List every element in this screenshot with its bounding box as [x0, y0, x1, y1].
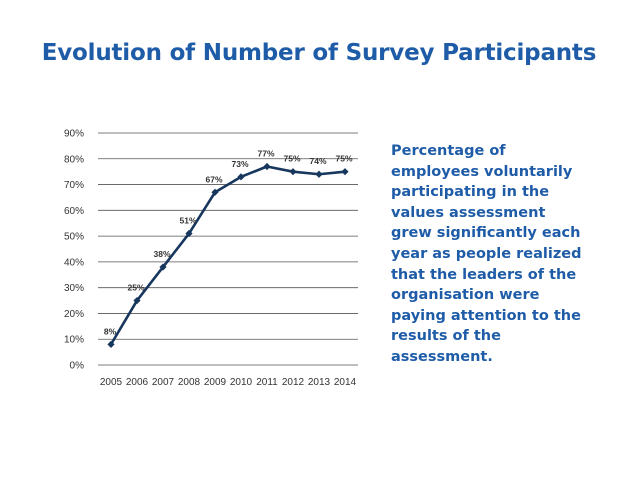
- data-labels: 8% 25% 38% 51% 67% 73% 77% 75% 74% 75%: [104, 149, 353, 337]
- data-label-2006: 25%: [127, 283, 144, 293]
- data-label-2012: 75%: [283, 154, 300, 164]
- data-point-2011: [263, 162, 271, 171]
- data-point-2007: [159, 263, 167, 271]
- x-tick-label: 2012: [282, 377, 305, 388]
- data-label-2010: 73%: [231, 159, 248, 169]
- x-axis-ticks: 2005 2006 2007 2008 2009 2010 2011 2012 2013 2014: [100, 377, 357, 388]
- y-axis-ticks: 0% 10% 20% 30% 40% 50% 60% 70% 80% 90%: [64, 129, 84, 372]
- x-tick-label: 2011: [256, 377, 278, 388]
- x-tick-label: 2008: [178, 377, 201, 388]
- data-point-2010: [237, 173, 245, 181]
- y-tick-label: 30%: [64, 283, 84, 294]
- data-point-2012: [289, 168, 297, 176]
- data-label-2005: 8%: [104, 326, 117, 336]
- y-tick-label: 80%: [64, 154, 84, 165]
- data-label-2014: 75%: [335, 154, 352, 164]
- data-point-2005: [107, 340, 115, 348]
- grid-lines: [98, 132, 358, 366]
- y-tick-label: 60%: [64, 206, 84, 217]
- data-label-2013: 74%: [309, 156, 326, 166]
- data-point-2008: [185, 229, 193, 238]
- y-tick-label: 40%: [64, 257, 84, 268]
- data-label-2011: 77%: [257, 149, 274, 159]
- y-tick-label: 50%: [64, 232, 84, 243]
- data-label-2009: 67%: [205, 174, 222, 184]
- data-point-2014: [341, 168, 349, 176]
- series-line-participation: [109, 165, 346, 346]
- x-tick-label: 2006: [126, 377, 149, 388]
- y-tick-label: 0%: [70, 361, 85, 372]
- x-tick-label: 2009: [204, 377, 227, 388]
- x-tick-label: 2014: [334, 377, 357, 388]
- data-label-2008: 51%: [179, 216, 196, 226]
- data-point-2009: [211, 188, 219, 196]
- data-label-2007: 38%: [153, 249, 170, 259]
- x-tick-label: 2007: [152, 377, 175, 388]
- page-title: Evolution of Number of Survey Participan…: [41, 40, 597, 66]
- y-tick-label: 70%: [64, 180, 84, 191]
- y-tick-label: 90%: [64, 129, 84, 140]
- series-markers: [107, 162, 349, 348]
- series-line: [109, 165, 346, 346]
- x-tick-label: 2010: [230, 377, 253, 388]
- y-tick-label: 20%: [64, 309, 84, 320]
- data-point-2006: [133, 296, 141, 305]
- x-tick-label: 2005: [100, 377, 123, 388]
- x-tick-label: 2013: [308, 377, 331, 388]
- caption-text: Percentage of employees voluntarily part…: [391, 143, 582, 365]
- data-point-2013: [315, 170, 323, 178]
- y-tick-label: 10%: [64, 335, 84, 346]
